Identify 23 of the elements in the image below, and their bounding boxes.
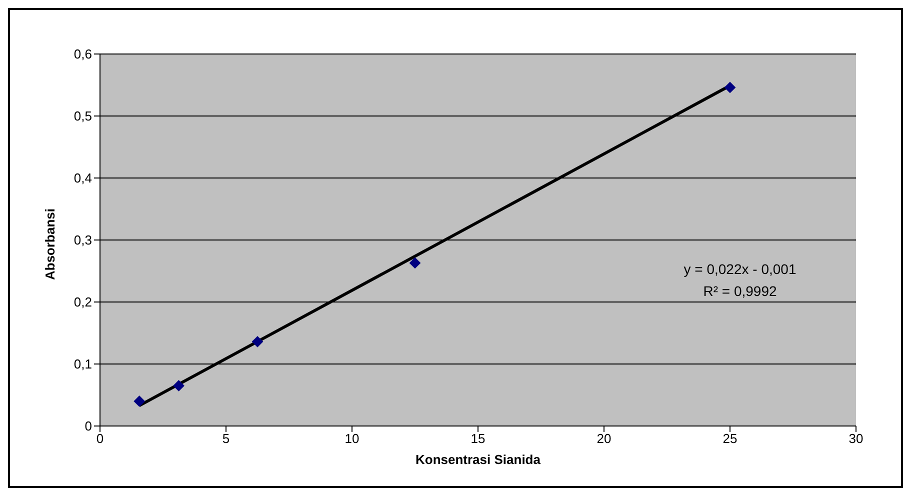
- annotation: R² = 0,9992: [702, 282, 778, 301]
- point: [134, 396, 145, 407]
- point: [173, 380, 184, 392]
- x-tick-label: 0: [96, 431, 104, 446]
- y-axis-title: Absorbansi: [42, 208, 58, 280]
- x-tick-label: 5: [222, 431, 230, 446]
- x-axis-title: Konsentrasi Sianida: [416, 452, 542, 467]
- y-tick-label: 0: [84, 418, 92, 434]
- x-tick-label: 20: [596, 431, 612, 446]
- x-tick-label: 10: [344, 431, 360, 446]
- y-tick-label: 0,4: [74, 170, 92, 186]
- y-tick-label: 0,1: [74, 356, 92, 372]
- point: [724, 82, 736, 93]
- annotation: y = 0,022x - 0,001: [682, 260, 798, 279]
- x-tick-label: 30: [848, 431, 864, 446]
- point: [410, 257, 420, 268]
- x-tick-label: 25: [722, 431, 738, 446]
- y-tick-label: 0,5: [74, 108, 92, 124]
- point: [252, 336, 263, 348]
- y-tick-label: 0,2: [74, 294, 92, 310]
- x-tick-label: 15: [470, 431, 486, 446]
- y-tick-label: 0,3: [74, 232, 92, 248]
- y-tick-label: 0,6: [74, 46, 92, 62]
